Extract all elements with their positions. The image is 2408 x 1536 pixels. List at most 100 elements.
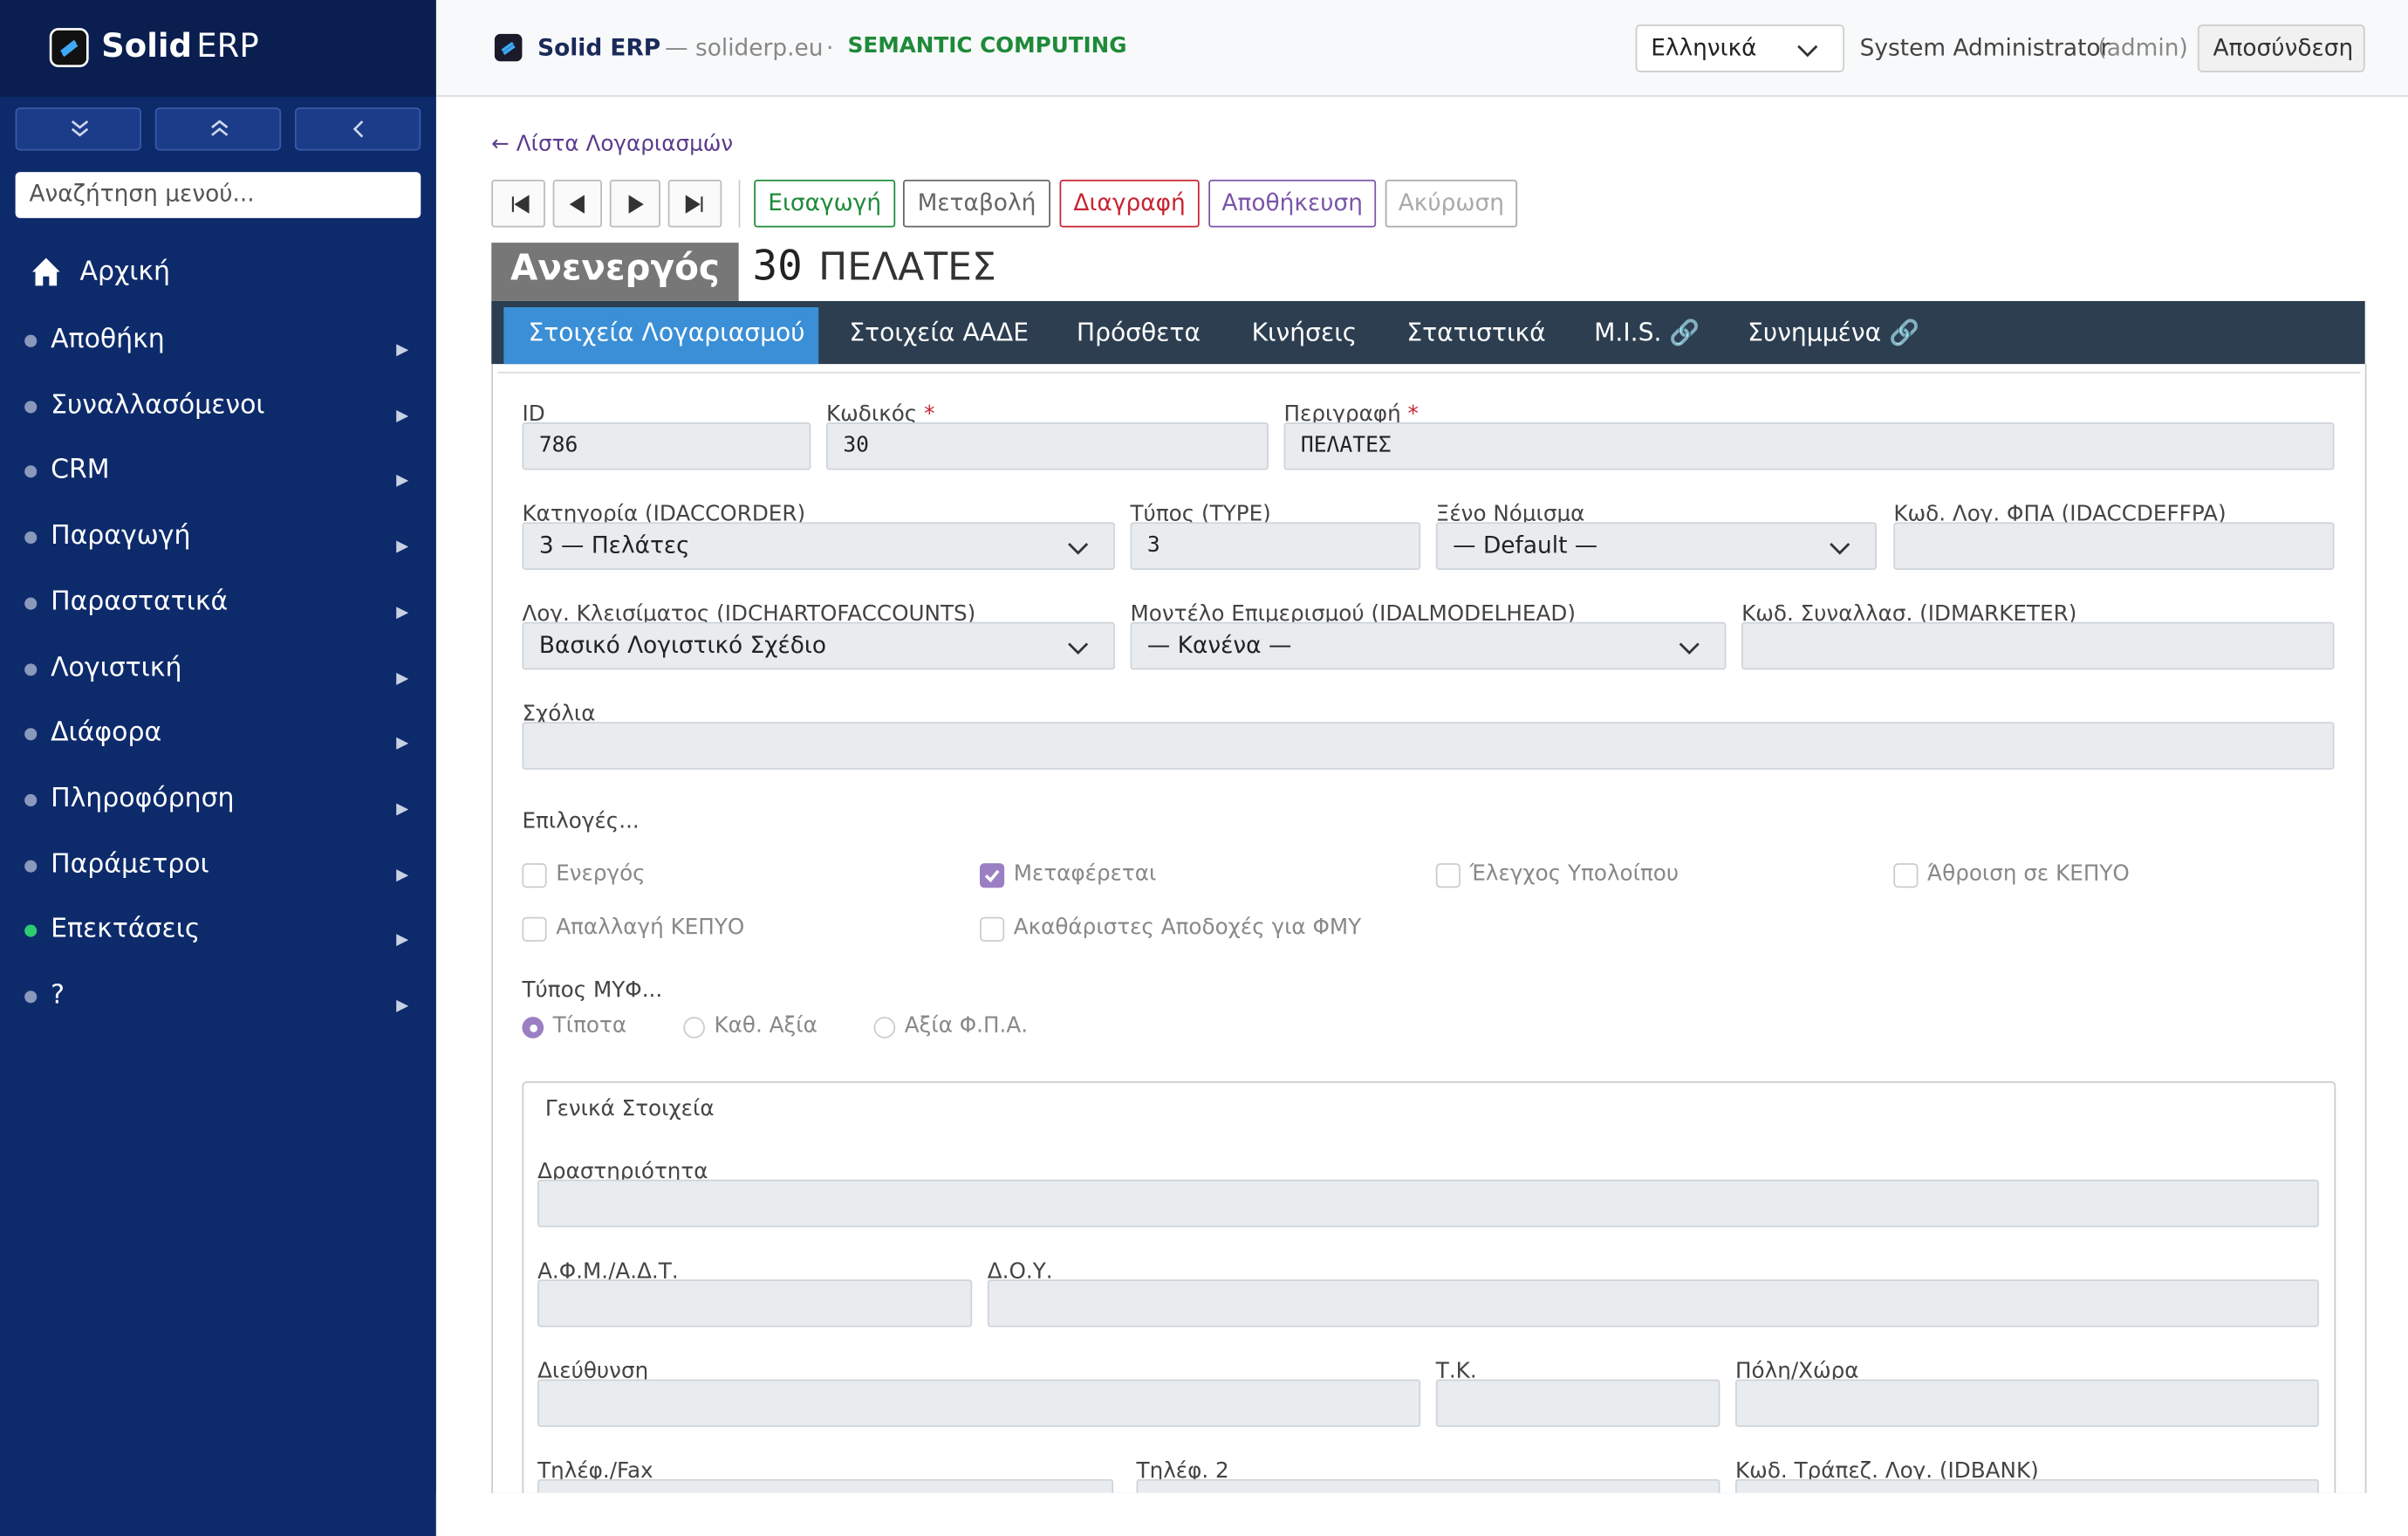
- nav-button[interactable]: [552, 179, 602, 228]
- radio[interactable]: [522, 1017, 544, 1039]
- menu-dot: [24, 859, 38, 872]
- field-input[interactable]: 30: [825, 422, 1269, 470]
- action-label: Αποθήκευση: [1221, 189, 1363, 217]
- menu-arrow: [396, 729, 409, 751]
- home-icon: [29, 255, 63, 289]
- checkbox-label: Ενεργός: [556, 861, 646, 887]
- field-input[interactable]: ΠΕΛΑΤΕΣ: [1283, 422, 2335, 470]
- field-value: 30: [843, 433, 870, 458]
- language-select[interactable]: Ελληνικά: [1635, 24, 1845, 72]
- nav-button[interactable]: [667, 179, 722, 228]
- field-value: 786: [538, 433, 578, 458]
- menu-arrow: [396, 597, 409, 619]
- tab[interactable]: Συνημμένα 🔗: [1748, 318, 1920, 347]
- field-value: — Default —: [1453, 531, 1598, 559]
- logout-button[interactable]: Αποσύνδεση: [2197, 24, 2365, 72]
- action-button[interactable]: Μεταβολή: [902, 179, 1050, 228]
- tab[interactable]: Στοιχεία ΑΑΔΕ: [849, 318, 1030, 347]
- field-input[interactable]: 3 — Πελάτες: [522, 522, 1115, 570]
- field-input[interactable]: — Κανένα —: [1130, 621, 1727, 670]
- menu-item[interactable]: Παράμετροι: [51, 848, 209, 880]
- action-button[interactable]: Αποθήκευση: [1208, 179, 1377, 228]
- radio[interactable]: [683, 1017, 705, 1039]
- field-value: 3 — Πελάτες: [538, 531, 690, 559]
- menu-item[interactable]: ?: [51, 979, 65, 1011]
- checkbox[interactable]: [1893, 863, 1919, 888]
- action-button[interactable]: Εισαγωγή: [754, 179, 896, 228]
- required-mark: *: [1400, 402, 1419, 428]
- menu-dot: [24, 334, 38, 347]
- nav-button[interactable]: [491, 179, 545, 228]
- action-button[interactable]: Διαγραφή: [1059, 179, 1200, 228]
- menu-dot: [24, 597, 38, 610]
- tab[interactable]: Στατιστικά: [1406, 318, 1546, 347]
- menu-item[interactable]: Παραγωγή: [51, 520, 191, 552]
- menu-item[interactable]: Επεκτάσεις: [51, 914, 201, 945]
- action-label: Ακύρωση: [1398, 189, 1505, 217]
- fieldset-legend: Γενικά Στοιχεία: [544, 1096, 715, 1121]
- menu-search[interactable]: Αναζήτηση μενού...: [15, 172, 421, 218]
- field-input[interactable]: [1893, 522, 2335, 570]
- menu-dot: [24, 531, 38, 545]
- checkbox[interactable]: [522, 916, 547, 942]
- record-code: 30: [752, 243, 803, 291]
- menu-item[interactable]: Αρχική: [79, 256, 171, 288]
- sidebar-button[interactable]: [154, 107, 282, 151]
- menu-arrow: [396, 860, 409, 881]
- checkbox[interactable]: [980, 863, 1005, 888]
- menu-item[interactable]: Αποθήκη: [51, 324, 165, 355]
- field-input[interactable]: [537, 1379, 1421, 1428]
- field-value: — Κανένα —: [1146, 631, 1292, 660]
- menu-item[interactable]: Συναλλασόμενοι: [51, 389, 265, 421]
- field-input[interactable]: [522, 722, 2335, 770]
- checkbox[interactable]: [980, 916, 1005, 942]
- logo: [49, 28, 89, 68]
- radio-label: Αξία Φ.Π.Α.: [904, 1013, 1029, 1039]
- app-name: Solid ERP: [537, 33, 661, 62]
- menu-dot: [24, 400, 38, 413]
- page-bottom: [435, 1492, 2408, 1536]
- menu-item[interactable]: Πληροφόρηση: [51, 783, 235, 814]
- sidebar-button[interactable]: [15, 107, 141, 151]
- action-button[interactable]: Ακύρωση: [1385, 179, 1518, 228]
- field-input[interactable]: — Default —: [1435, 522, 1877, 570]
- company: SEMANTIC COMPUTING: [847, 33, 1127, 58]
- field-input[interactable]: [1741, 621, 2335, 670]
- menu-item[interactable]: Παραστατικά: [51, 586, 229, 618]
- back-link[interactable]: ← Λίστα Λογαριασμών: [491, 132, 734, 157]
- search-placeholder: Αναζήτηση μενού...: [29, 179, 255, 208]
- menu-arrow: [396, 335, 409, 357]
- field-input[interactable]: Βασικό Λογιστικό Σχέδιο: [522, 621, 1115, 670]
- field-input[interactable]: 3: [1130, 522, 1421, 570]
- field-input[interactable]: [537, 1279, 973, 1327]
- tab[interactable]: Κινήσεις: [1251, 318, 1358, 347]
- brand: Solid: [101, 27, 192, 65]
- user-login: (admin): [2097, 33, 2188, 62]
- sidebar-button[interactable]: [294, 107, 421, 151]
- checkbox[interactable]: [1435, 863, 1461, 888]
- menu-dot: [24, 991, 38, 1004]
- topbar: [435, 0, 2408, 97]
- nav-button[interactable]: [609, 179, 660, 228]
- radio[interactable]: [873, 1017, 896, 1039]
- field-input[interactable]: [537, 1179, 2319, 1228]
- field-input[interactable]: 786: [522, 422, 811, 470]
- checkbox[interactable]: [522, 863, 547, 888]
- checkbox-label: Μεταφέρεται: [1013, 861, 1157, 887]
- checkbox-label: Έλεγχος Υπολοίπου: [1469, 861, 1679, 887]
- tab[interactable]: Πρόσθετα: [1076, 318, 1201, 347]
- field-input[interactable]: [1435, 1379, 1720, 1428]
- checkbox-label: Απαλλαγή ΚΕΠΥΟ: [556, 915, 745, 941]
- menu-item[interactable]: Διάφορα: [51, 717, 162, 749]
- menu-arrow: [396, 925, 409, 947]
- menu-arrow: [396, 531, 409, 553]
- menu-item[interactable]: Λογιστική: [51, 652, 182, 683]
- field-input[interactable]: [987, 1279, 2319, 1327]
- checkbox-label: Ακαθάριστες Αποδοχές για ΦΜΥ: [1013, 915, 1362, 941]
- field-input[interactable]: [1735, 1379, 2319, 1428]
- tab[interactable]: M.I.S. 🔗: [1594, 318, 1700, 347]
- tab[interactable]: Στοιχεία Λογαριασμού: [528, 318, 805, 347]
- menu-item[interactable]: CRM: [51, 455, 110, 486]
- menu-arrow: [396, 662, 409, 685]
